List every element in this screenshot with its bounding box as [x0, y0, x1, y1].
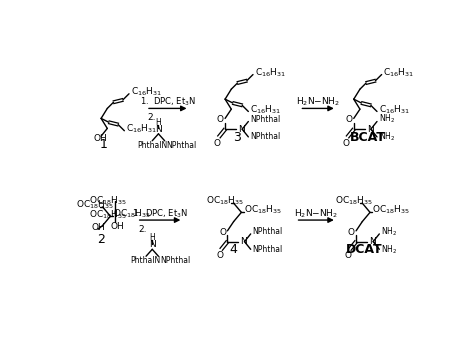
- Text: H$_2$N$-$NH$_2$: H$_2$N$-$NH$_2$: [296, 96, 340, 108]
- Text: O: O: [219, 228, 226, 237]
- Text: C$_{16}$H$_{31}$: C$_{16}$H$_{31}$: [250, 104, 281, 116]
- Text: N: N: [241, 237, 247, 246]
- Text: NPhthal: NPhthal: [252, 245, 283, 254]
- Text: NPhthal: NPhthal: [250, 115, 280, 124]
- Text: O: O: [343, 139, 349, 147]
- Text: 2.: 2.: [147, 113, 156, 122]
- Text: C$_{16}$H$_{31}$: C$_{16}$H$_{31}$: [126, 123, 157, 135]
- Text: OC$_{18}$H$_{35}$: OC$_{18}$H$_{35}$: [244, 204, 282, 216]
- Text: O: O: [346, 116, 353, 125]
- Text: OC$_{18}$H$_{35}$: OC$_{18}$H$_{35}$: [89, 194, 127, 207]
- Text: NPhthal: NPhthal: [252, 227, 283, 236]
- Text: H: H: [149, 233, 155, 242]
- Text: OC$_{18}$H$_{35}$: OC$_{18}$H$_{35}$: [113, 208, 151, 220]
- Text: PhthalN: PhthalN: [130, 256, 161, 265]
- Text: N: N: [369, 237, 376, 246]
- Text: O: O: [217, 116, 224, 125]
- Text: OH: OH: [92, 223, 106, 232]
- Text: C$_{16}$H$_{31}$: C$_{16}$H$_{31}$: [383, 67, 414, 79]
- Text: 3: 3: [234, 131, 241, 144]
- Text: C$_{16}$H$_{31}$: C$_{16}$H$_{31}$: [255, 67, 285, 79]
- Text: N: N: [149, 240, 155, 249]
- Text: 1: 1: [100, 138, 108, 151]
- Text: O: O: [216, 251, 223, 260]
- Text: NH$_2$: NH$_2$: [381, 225, 397, 238]
- Text: OC$_{18}$H$_{35}$: OC$_{18}$H$_{35}$: [89, 208, 127, 221]
- Text: NPhthal: NPhthal: [160, 256, 190, 265]
- Text: NH$_2$: NH$_2$: [381, 243, 397, 256]
- Text: NPhthal: NPhthal: [166, 141, 196, 150]
- Text: BCAT: BCAT: [350, 131, 386, 144]
- Text: 2.: 2.: [138, 225, 147, 234]
- Text: OC$_{18}$H$_{35}$: OC$_{18}$H$_{35}$: [373, 204, 410, 216]
- Text: C$_{16}$H$_{31}$: C$_{16}$H$_{31}$: [379, 104, 410, 116]
- Text: H$_2$N$-$NH$_2$: H$_2$N$-$NH$_2$: [294, 208, 338, 220]
- Text: NH$_2$: NH$_2$: [379, 131, 395, 143]
- Text: N: N: [155, 125, 162, 134]
- Text: PhthalN: PhthalN: [137, 141, 167, 150]
- Text: C$_{16}$H$_{31}$: C$_{16}$H$_{31}$: [130, 86, 162, 98]
- Text: OC$_{18}$H$_{35}$: OC$_{18}$H$_{35}$: [207, 194, 245, 207]
- Text: OC$_{18}$H$_{35}$: OC$_{18}$H$_{35}$: [335, 194, 373, 207]
- Text: OC$_{18}$H$_{35}$: OC$_{18}$H$_{35}$: [75, 198, 114, 211]
- Text: DCAT: DCAT: [346, 243, 383, 256]
- Text: 4: 4: [230, 243, 237, 256]
- Text: OH: OH: [110, 222, 124, 232]
- Text: O: O: [214, 139, 221, 147]
- Text: O: O: [348, 228, 355, 237]
- Text: NPhthal: NPhthal: [250, 132, 280, 141]
- Text: H: H: [155, 118, 161, 127]
- Text: O: O: [345, 251, 352, 260]
- Text: N: N: [367, 125, 374, 134]
- Text: 1.  DPC, Et$_3$N: 1. DPC, Et$_3$N: [140, 96, 196, 108]
- Text: NH$_2$: NH$_2$: [379, 113, 395, 125]
- Text: 1.  DPC, Et$_3$N: 1. DPC, Et$_3$N: [132, 208, 188, 220]
- Text: 2: 2: [97, 233, 105, 246]
- Text: OH: OH: [93, 134, 107, 143]
- Text: N: N: [238, 125, 245, 134]
